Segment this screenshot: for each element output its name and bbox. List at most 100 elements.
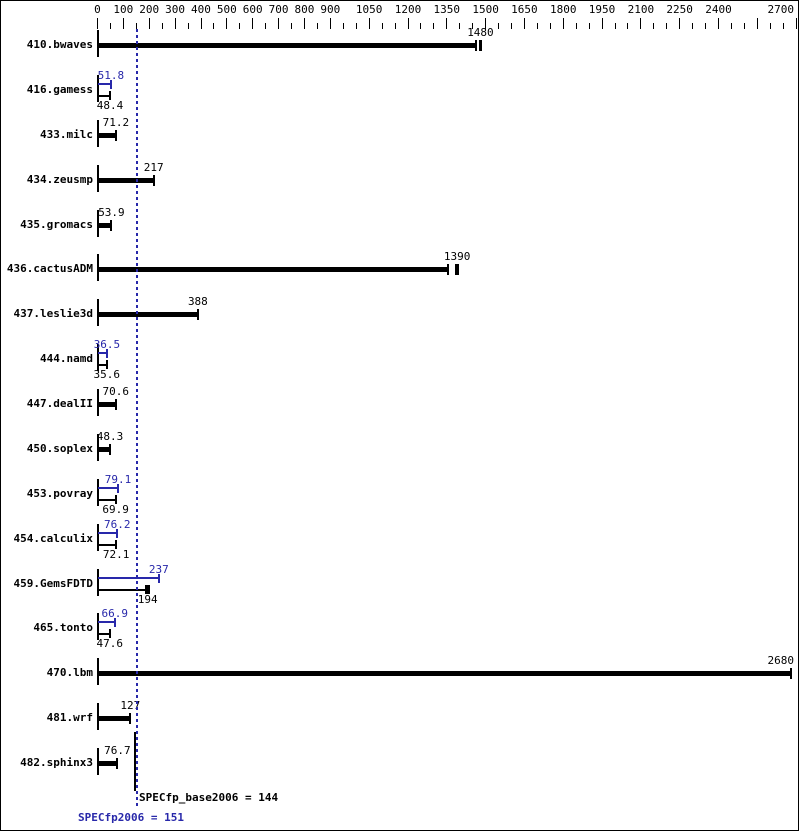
- row-axis-segment: [97, 478, 99, 506]
- benchmark-name-label: 454.calculix: [13, 531, 93, 545]
- peak-bar-end-tick: [116, 483, 119, 493]
- x-axis-minor-tick: [588, 23, 590, 29]
- x-axis-minor-tick: [627, 23, 629, 29]
- bar-end-tick: [110, 219, 113, 231]
- bar-end-tick: [152, 174, 155, 186]
- x-axis-major-tick: [679, 18, 681, 29]
- benchmark-name-label: 436.cactusADM: [6, 262, 93, 276]
- benchmark-name-label: 416.gamess: [26, 82, 93, 96]
- x-axis-tick-label: 100: [113, 3, 134, 16]
- base-value-label: 194: [137, 592, 158, 606]
- bar-end-tick: [115, 539, 118, 549]
- x-axis-minor-tick: [316, 23, 318, 29]
- x-axis-minor-tick: [536, 23, 538, 29]
- x-axis-minor-tick: [394, 23, 396, 29]
- x-axis-tick-label: 400: [191, 3, 211, 16]
- base-bar: [98, 543, 117, 546]
- peak-value-label: 66.9: [101, 607, 129, 621]
- benchmark-name-label: 453.povray: [26, 486, 93, 500]
- peak-bar-end-tick: [157, 573, 160, 583]
- x-axis-minor-tick: [511, 23, 512, 29]
- peak-median-line: [135, 29, 138, 808]
- base-value-label: 70.6: [102, 385, 130, 398]
- x-axis-major-tick: [718, 18, 719, 29]
- x-axis-minor-tick: [459, 23, 461, 29]
- x-axis-major-tick: [795, 18, 797, 29]
- bar-end-tick: [480, 40, 483, 51]
- x-axis-tick-label: 1500: [472, 3, 499, 16]
- benchmark-name-label: 447.dealII: [26, 397, 93, 410]
- row-axis-segment: [97, 344, 99, 372]
- base-bar: [98, 633, 110, 636]
- x-axis-minor-tick: [666, 23, 668, 29]
- bar-end-tick: [196, 309, 199, 321]
- base-value-label: 76.7: [104, 744, 131, 757]
- base-bar: [98, 364, 107, 367]
- base-bar: [98, 761, 118, 766]
- peak-bar: [98, 576, 159, 579]
- base-value-label: 48.3: [96, 429, 124, 443]
- bar-end-tick: [109, 90, 112, 100]
- x-axis-minor-tick: [355, 23, 357, 29]
- base-value-label: 48.4: [96, 98, 124, 112]
- bar-end-tick: [114, 494, 117, 504]
- bar-end-tick: [146, 584, 149, 594]
- x-axis-tick-label: 0: [94, 3, 101, 16]
- x-axis-tick-label: 1950: [588, 3, 616, 16]
- base-bar: [98, 446, 110, 452]
- x-axis-tick-label: 200: [139, 3, 160, 16]
- base-bar: [98, 498, 116, 501]
- base-bar: [98, 716, 131, 722]
- x-axis-minor-tick: [109, 23, 111, 29]
- x-axis-major-tick: [122, 18, 124, 29]
- x-axis-major-tick: [523, 18, 525, 29]
- base-bar: [98, 222, 112, 228]
- base-bar: [98, 312, 198, 318]
- x-axis-tick-label: 1200: [394, 3, 422, 16]
- peak-value-label: 79.1: [104, 472, 132, 486]
- benchmark-name-label: 435.gromacs: [20, 217, 93, 231]
- bar-end-tick: [114, 399, 117, 410]
- peak-value-label: 51.8: [97, 68, 125, 82]
- peak-summary-label: SPECfp2006 = 151: [78, 811, 184, 824]
- base-summary-label: SPECfp_base2006 = 144: [139, 791, 279, 804]
- peak-bar: [98, 621, 115, 624]
- base-value-label: 47.6: [96, 637, 124, 651]
- x-axis-tick-label: 2250: [666, 3, 693, 16]
- peak-value-label: 36.5: [93, 338, 121, 352]
- x-axis-tick-label: 500: [216, 3, 237, 16]
- base-value-label: 69.9: [102, 502, 129, 516]
- x-axis-minor-tick: [472, 23, 474, 29]
- base-bar: [98, 402, 116, 407]
- base-bar: [98, 43, 477, 48]
- x-axis-minor-tick: [342, 23, 344, 29]
- peak-bar-end-tick: [113, 618, 116, 628]
- bar-end-tick: [108, 443, 111, 455]
- row-axis-segment: [97, 568, 99, 596]
- base-value-label: 72.1: [102, 547, 130, 561]
- peak-bar: [98, 486, 118, 489]
- x-axis-minor-tick: [187, 23, 189, 29]
- x-axis-tick-label: 2700: [767, 3, 795, 16]
- peak-bar: [98, 82, 111, 85]
- base-median-line: [133, 732, 136, 791]
- x-axis-minor-tick: [239, 23, 241, 29]
- benchmark-name-label: 437.leslie3d: [13, 307, 93, 321]
- row-axis-segment: [97, 74, 99, 102]
- x-axis-tick-label: 300: [165, 3, 186, 16]
- peak-value-label: 237: [148, 562, 169, 576]
- x-axis-major-tick: [174, 18, 176, 29]
- benchmark-name-label: 465.tonto: [33, 621, 93, 635]
- x-axis-minor-tick: [769, 23, 771, 29]
- benchmark-name-label: 470.lbm: [46, 666, 93, 680]
- x-axis-major-tick: [278, 18, 280, 29]
- x-axis-major-tick: [200, 18, 202, 29]
- benchmark-name-label: 481.wrf: [46, 711, 93, 725]
- bar-end-tick: [147, 584, 150, 594]
- base-value-label: 35.6: [93, 368, 120, 382]
- bar-end-tick: [478, 40, 481, 51]
- bar-end-tick: [105, 360, 108, 370]
- peak-bar-end-tick: [109, 79, 112, 89]
- base-bar: [98, 671, 791, 677]
